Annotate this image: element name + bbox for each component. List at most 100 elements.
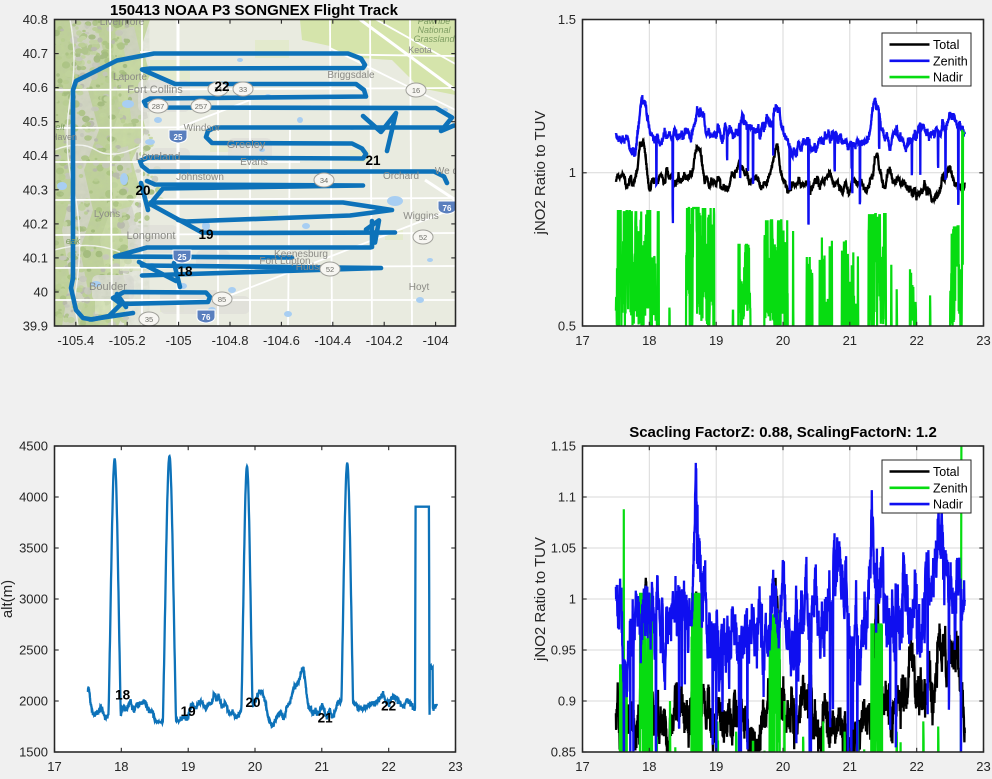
svg-text:76: 76 <box>443 204 452 213</box>
svg-text:16: 16 <box>412 86 420 95</box>
svg-text:1: 1 <box>569 165 576 180</box>
svg-text:21: 21 <box>318 710 334 725</box>
svg-text:1: 1 <box>569 592 576 607</box>
svg-text:Total: Total <box>933 465 959 479</box>
svg-text:14: 14 <box>214 85 222 94</box>
svg-text:52: 52 <box>419 233 427 242</box>
svg-text:Evans: Evans <box>240 157 268 168</box>
svg-text:20: 20 <box>248 759 262 774</box>
svg-text:4500: 4500 <box>19 439 48 454</box>
svg-text:40: 40 <box>34 285 48 300</box>
svg-text:19: 19 <box>709 759 723 774</box>
svg-text:39.9: 39.9 <box>23 319 48 334</box>
svg-text:Livermore: Livermore <box>100 17 145 28</box>
svg-text:52: 52 <box>326 265 334 274</box>
svg-text:40.4: 40.4 <box>23 148 48 163</box>
svg-text:elt: elt <box>55 122 65 132</box>
svg-text:0.85: 0.85 <box>551 745 576 760</box>
svg-text:-104.2: -104.2 <box>366 333 403 348</box>
svg-text:jNO2 Ratio to TUV: jNO2 Ratio to TUV <box>532 111 549 236</box>
svg-text:18: 18 <box>115 687 131 702</box>
svg-text:1500: 1500 <box>19 745 48 760</box>
svg-text:2000: 2000 <box>19 694 48 709</box>
svg-text:40.7: 40.7 <box>23 46 48 61</box>
svg-text:40.3: 40.3 <box>23 182 48 197</box>
svg-text:17: 17 <box>47 759 61 774</box>
svg-text:Lyons: Lyons <box>94 209 120 220</box>
svg-text:Loveland: Loveland <box>136 151 181 163</box>
svg-text:19: 19 <box>181 704 196 719</box>
svg-text:35: 35 <box>145 315 153 324</box>
svg-text:23: 23 <box>976 759 990 774</box>
svg-text:We don: We don <box>435 166 469 177</box>
svg-text:Fort Lupton: Fort Lupton <box>259 256 310 267</box>
svg-text:-105.2: -105.2 <box>109 333 146 348</box>
svg-text:150413 NOAA P3 SONGNEX Flight: 150413 NOAA P3 SONGNEX Flight Track <box>110 2 399 19</box>
svg-text:17: 17 <box>575 759 589 774</box>
svg-text:-104.6: -104.6 <box>263 333 300 348</box>
svg-text:1.15: 1.15 <box>551 439 576 454</box>
svg-text:4000: 4000 <box>19 490 48 505</box>
svg-text:3500: 3500 <box>19 541 48 556</box>
svg-text:0.95: 0.95 <box>551 643 576 658</box>
svg-text:Zenith: Zenith <box>933 481 968 495</box>
svg-text:Zenith: Zenith <box>933 54 968 68</box>
svg-text:Wiggins: Wiggins <box>403 211 439 222</box>
svg-text:257: 257 <box>195 102 208 111</box>
svg-text:National: National <box>417 25 451 35</box>
svg-text:jNO2 Ratio to TUV: jNO2 Ratio to TUV <box>532 537 549 662</box>
svg-text:Hudson: Hudson <box>296 262 330 273</box>
svg-text:0.5: 0.5 <box>558 319 576 334</box>
svg-text:Laporte: Laporte <box>113 72 147 83</box>
svg-text:76: 76 <box>202 313 211 322</box>
svg-text:22: 22 <box>381 699 396 714</box>
svg-text:40.5: 40.5 <box>23 114 48 129</box>
svg-text:Longmont: Longmont <box>127 230 176 242</box>
svg-text:Nadir: Nadir <box>933 71 963 85</box>
svg-text:40.1: 40.1 <box>23 250 48 265</box>
svg-text:Fort Collins: Fort Collins <box>127 84 183 96</box>
svg-text:22: 22 <box>909 333 923 348</box>
svg-text:0.9: 0.9 <box>558 694 576 709</box>
svg-text:eak: eak <box>66 236 81 246</box>
svg-text:Windsor: Windsor <box>184 123 221 134</box>
svg-text:-105: -105 <box>166 333 192 348</box>
svg-text:Keenesburg: Keenesburg <box>274 249 328 260</box>
svg-text:25: 25 <box>178 253 187 262</box>
svg-text:1.05: 1.05 <box>551 541 576 556</box>
svg-text:40.2: 40.2 <box>23 216 48 231</box>
svg-text:287: 287 <box>152 102 165 111</box>
svg-text:-104.8: -104.8 <box>212 333 249 348</box>
svg-text:Greeley: Greeley <box>227 139 266 151</box>
svg-text:Briggsdale: Briggsdale <box>327 70 375 81</box>
svg-text:-104: -104 <box>423 333 449 348</box>
svg-text:20: 20 <box>135 183 150 198</box>
svg-text:20: 20 <box>776 333 790 348</box>
svg-text:40.6: 40.6 <box>23 80 48 95</box>
svg-text:18: 18 <box>642 333 656 348</box>
svg-text:22: 22 <box>909 759 923 774</box>
svg-text:18: 18 <box>114 759 128 774</box>
svg-text:25: 25 <box>174 133 183 142</box>
svg-text:19: 19 <box>709 333 723 348</box>
svg-text:23: 23 <box>448 759 462 774</box>
svg-text:Haven: Haven <box>51 132 77 142</box>
svg-text:Keota: Keota <box>408 45 432 55</box>
svg-text:1.5: 1.5 <box>558 12 576 27</box>
svg-text:Boulder: Boulder <box>89 281 127 293</box>
svg-text:Orchard: Orchard <box>383 171 419 182</box>
svg-text:22: 22 <box>381 759 395 774</box>
svg-text:Nadir: Nadir <box>933 498 963 512</box>
svg-text:Pawnbe: Pawnbe <box>418 16 451 26</box>
svg-text:20: 20 <box>776 759 790 774</box>
svg-text:Total: Total <box>933 38 959 52</box>
svg-text:alt(m): alt(m) <box>0 580 16 618</box>
svg-text:20: 20 <box>245 695 260 710</box>
svg-text:21: 21 <box>315 759 329 774</box>
svg-text:Grassland: Grassland <box>413 34 455 44</box>
svg-text:2500: 2500 <box>19 643 48 658</box>
svg-text:33: 33 <box>239 85 247 94</box>
svg-text:22: 22 <box>214 79 229 94</box>
svg-text:21: 21 <box>843 759 857 774</box>
svg-text:19: 19 <box>198 227 213 242</box>
